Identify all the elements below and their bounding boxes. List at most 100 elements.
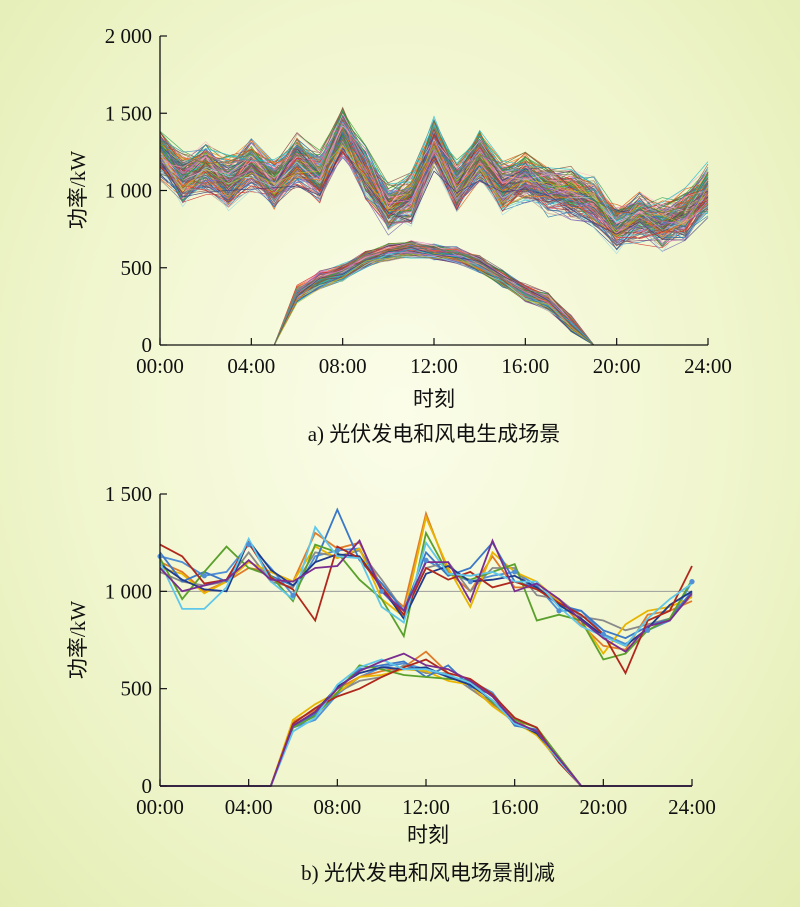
wind-scenario-line	[159, 120, 709, 214]
chart-b-x-tick-label: 08:00	[313, 795, 361, 819]
pv-scenario-line	[160, 245, 708, 346]
pv-scenario-line	[160, 247, 708, 346]
chart-b-y-tick-label: 0	[142, 774, 153, 798]
chart-b-x-tick-label: 00:00	[136, 795, 184, 819]
pv-series-line	[160, 666, 692, 787]
chart-a-xlabel: 时刻	[413, 387, 455, 411]
chart-b-caption: b) 光伏发电和风电场景削减	[301, 861, 555, 885]
pv-scenario-line	[160, 250, 708, 346]
pv-scenario-line	[160, 250, 708, 346]
pv-scenario-line	[160, 248, 708, 346]
pv-series-line	[160, 664, 692, 787]
wind-scenario-line	[159, 121, 709, 234]
pv-scenario-line	[160, 246, 708, 346]
pv-scenario-line	[160, 249, 708, 346]
chart-b-scenario-lines	[157, 507, 695, 787]
chart-b-tick-labels: 0 500 1 000 1 500 00:00 04:00 08:00 12:00 16:00 2…	[105, 482, 716, 819]
pv-scenario-line	[160, 248, 708, 346]
pv-scenario-line	[160, 248, 708, 346]
pv-series-line	[160, 658, 692, 787]
pv-scenario-line	[160, 247, 708, 346]
pv-scenario-line	[160, 247, 708, 346]
pv-scenario-line	[160, 249, 708, 346]
pv-scenario-line	[160, 245, 708, 346]
pv-scenario-line	[160, 247, 708, 346]
pv-scenario-line	[160, 248, 708, 346]
wind-series-line	[159, 530, 693, 661]
pv-scenario-line	[160, 246, 708, 346]
pv-scenario-line	[160, 249, 708, 346]
series-marker	[423, 557, 429, 563]
pv-scenario-line	[160, 246, 708, 346]
pv-scenario-line	[160, 248, 708, 346]
chart-b-x-tick-label: 16:00	[491, 795, 539, 819]
pv-scenario-line	[160, 249, 708, 346]
pv-scenario-line	[160, 247, 708, 346]
pv-scenario-line	[160, 254, 708, 346]
pv-scenario-line	[160, 251, 708, 346]
pv-scenario-line	[160, 247, 708, 346]
pv-scenario-line	[160, 252, 708, 346]
chart-b-y-tick-label: 1 500	[105, 482, 152, 506]
pv-scenario-line	[160, 245, 708, 346]
pv-scenario-line	[160, 250, 708, 346]
pv-scenario-line	[160, 250, 708, 346]
chart-b-x-tick-label: 24:00	[668, 795, 716, 819]
chart-a-y-tick-label: 0	[142, 333, 153, 357]
pv-scenario-line	[160, 248, 708, 346]
pv-scenario-line	[160, 248, 708, 346]
pv-scenario-line	[160, 246, 708, 346]
wind-scenario-line	[159, 140, 709, 239]
pv-scenario-line	[160, 255, 708, 346]
pv-scenario-line	[160, 245, 708, 346]
chart-a-x-tick-label: 04:00	[227, 354, 275, 378]
chart-a-caption: a) 光伏发电和风电生成场景	[308, 422, 561, 446]
chart-b-x-tick-label: 12:00	[402, 795, 450, 819]
series-marker	[645, 627, 651, 633]
pv-scenario-line	[160, 248, 708, 346]
pv-scenario-line	[160, 249, 708, 346]
pv-scenario-line	[160, 249, 708, 346]
series-marker	[246, 542, 252, 548]
chart-b: 0 500 1 000 1 500 00:00 04:00 08:00 12:00 16:00 2…	[66, 482, 716, 885]
pv-scenario-line	[160, 248, 708, 346]
pv-scenario-line	[160, 253, 708, 346]
pv-scenario-line	[160, 246, 708, 346]
chart-a-y-tick-label: 1 500	[105, 101, 152, 125]
pv-scenario-line	[160, 246, 708, 346]
chart-a-y-tick-label: 1 000	[105, 179, 152, 203]
chart-a-ylabel: 功率/kW	[66, 151, 90, 229]
pv-scenario-line	[160, 251, 708, 346]
series-marker	[689, 579, 695, 585]
pv-scenario-line	[160, 250, 708, 346]
pv-scenario-line	[160, 251, 708, 346]
wind-series-line	[159, 525, 693, 647]
pv-scenario-line	[160, 249, 708, 346]
pv-scenario-line	[160, 256, 708, 346]
pv-scenario-line	[160, 251, 708, 346]
series-marker	[290, 592, 296, 598]
pv-scenario-line	[160, 251, 708, 346]
pv-scenario-line	[160, 252, 708, 346]
pv-scenario-line	[160, 254, 708, 346]
pv-scenario-line	[160, 248, 708, 346]
pv-scenario-line	[160, 246, 708, 346]
pv-scenario-line	[160, 252, 708, 346]
chart-a-x-tick-label: 08:00	[319, 354, 367, 378]
pv-scenario-line	[160, 247, 708, 346]
pv-scenario-line	[160, 249, 708, 346]
pv-scenario-line	[160, 256, 708, 346]
pv-scenario-line	[160, 252, 708, 346]
pv-scenario-line	[160, 247, 708, 346]
series-marker	[556, 608, 562, 614]
pv-scenario-line	[160, 248, 708, 346]
pv-scenario-line	[160, 246, 708, 346]
pv-scenario-line	[160, 249, 708, 346]
pv-scenario-line	[160, 248, 708, 346]
pv-scenario-line	[160, 249, 708, 346]
pv-scenario-line	[160, 249, 708, 346]
pv-scenario-line	[160, 250, 708, 346]
pv-scenario-line	[160, 251, 708, 346]
chart-b-y-tick-label: 500	[121, 677, 153, 701]
series-marker	[512, 569, 518, 575]
